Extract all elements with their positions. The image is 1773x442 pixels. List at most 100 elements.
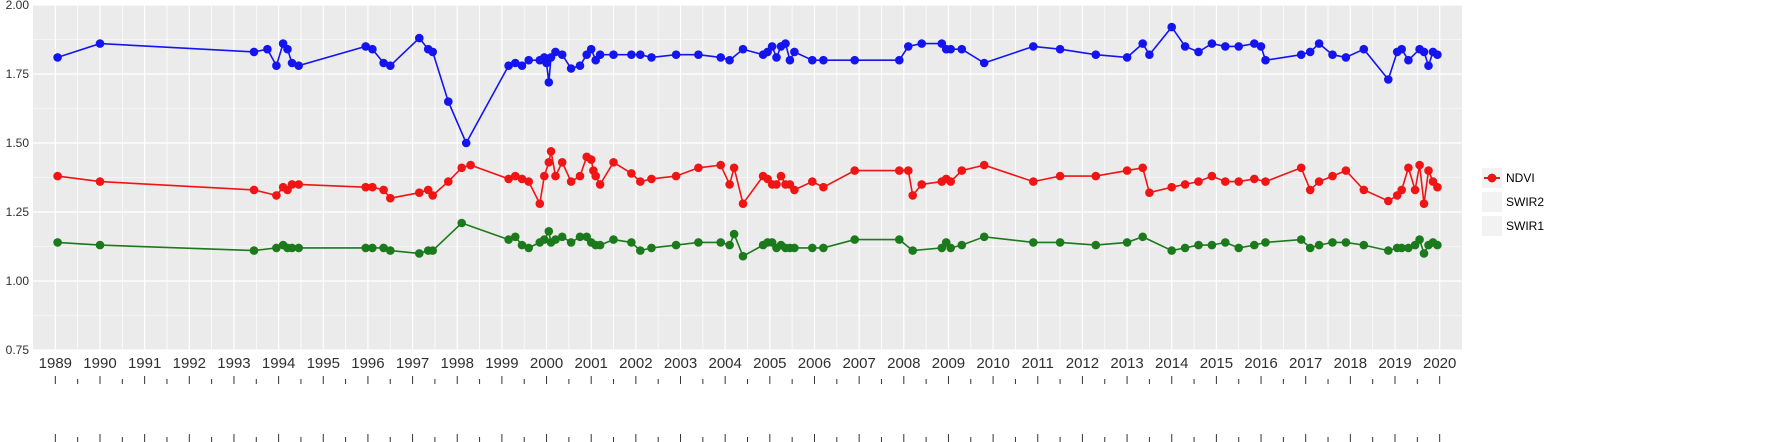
data-point [729, 229, 739, 239]
data-point [946, 44, 955, 54]
legend-key-swir1-icon [1482, 173, 1502, 236]
data-point [557, 50, 567, 59]
data-point [524, 177, 533, 186]
data-point [386, 193, 395, 203]
data-point [591, 171, 600, 181]
data-point [1384, 196, 1393, 206]
data-point [694, 50, 703, 59]
data-point [627, 50, 636, 59]
data-point [511, 232, 520, 242]
data-point [1328, 171, 1337, 181]
x-tick-label: 2004 [708, 355, 741, 372]
data-point [1029, 42, 1038, 51]
data-point [908, 246, 917, 255]
data-point [790, 243, 799, 253]
data-point [946, 243, 955, 253]
data-point [272, 191, 281, 200]
data-point [1384, 246, 1393, 255]
data-point [1419, 249, 1429, 258]
data-point [544, 78, 554, 87]
data-point [53, 171, 62, 181]
data-point [895, 166, 904, 175]
x-tick-label: 2006 [798, 355, 831, 372]
data-point [1221, 42, 1230, 51]
data-point [1314, 177, 1324, 186]
data-point [428, 191, 438, 200]
data-point [1341, 238, 1351, 247]
chart-legend: NDVI SWIR2 SWIR1 [1482, 168, 1544, 236]
data-point [957, 166, 967, 175]
data-point [444, 97, 453, 106]
x-tick-label: 1992 [173, 355, 206, 372]
data-point [808, 55, 817, 65]
data-point [1433, 182, 1442, 192]
data-point [263, 44, 272, 54]
data-point [361, 243, 371, 253]
data-point [444, 177, 453, 186]
data-point [808, 243, 817, 253]
data-point [1328, 238, 1337, 247]
data-point [504, 61, 513, 70]
data-point [575, 171, 585, 181]
data-point [386, 61, 395, 70]
data-point [1250, 39, 1259, 48]
data-point [772, 53, 781, 62]
data-point [1055, 171, 1065, 181]
data-point [566, 177, 576, 186]
data-point [551, 235, 560, 244]
data-point [908, 191, 917, 200]
data-point [368, 182, 377, 192]
data-point [1397, 185, 1406, 195]
data-point [790, 185, 799, 195]
data-point [850, 55, 859, 65]
data-point [1194, 47, 1203, 57]
data-point [517, 61, 527, 70]
data-point [379, 185, 388, 195]
data-point [1167, 246, 1176, 255]
data-point [1359, 240, 1369, 250]
x-tick-label: 1993 [217, 355, 250, 372]
x-tick-label: 2019 [1378, 355, 1411, 372]
data-point [517, 240, 527, 250]
data-point [1167, 182, 1176, 192]
data-point [535, 199, 545, 208]
data-point [1359, 44, 1369, 54]
data-point [287, 243, 297, 253]
data-point [1250, 174, 1259, 184]
data-point [1305, 47, 1315, 57]
data-point [1180, 180, 1190, 189]
data-point [294, 243, 304, 253]
data-point [1341, 166, 1351, 175]
data-point [716, 53, 725, 62]
data-point [379, 243, 388, 253]
data-point [1261, 55, 1270, 65]
data-point [1359, 185, 1369, 195]
data-point [1207, 171, 1217, 181]
data-point [1180, 243, 1190, 253]
data-point [917, 39, 926, 48]
data-point [1256, 42, 1266, 51]
x-tick-label: 2014 [1155, 355, 1188, 372]
data-point [895, 55, 904, 65]
data-point [1091, 50, 1101, 59]
data-point [457, 163, 467, 173]
data-point [957, 240, 967, 250]
data-point [738, 251, 748, 261]
data-point [544, 158, 554, 167]
data-point [772, 180, 781, 189]
data-point [979, 58, 989, 68]
data-point [1433, 50, 1442, 59]
data-point [1341, 53, 1351, 62]
data-point [546, 147, 556, 156]
x-tick-label: 1995 [307, 355, 340, 372]
data-point [694, 163, 703, 173]
data-point [850, 166, 859, 175]
data-point [524, 55, 533, 65]
data-point [1122, 238, 1132, 247]
x-tick-label: 2016 [1244, 355, 1277, 372]
data-point [819, 182, 828, 192]
data-point [1234, 42, 1243, 51]
x-tick-label: 1999 [485, 355, 518, 372]
